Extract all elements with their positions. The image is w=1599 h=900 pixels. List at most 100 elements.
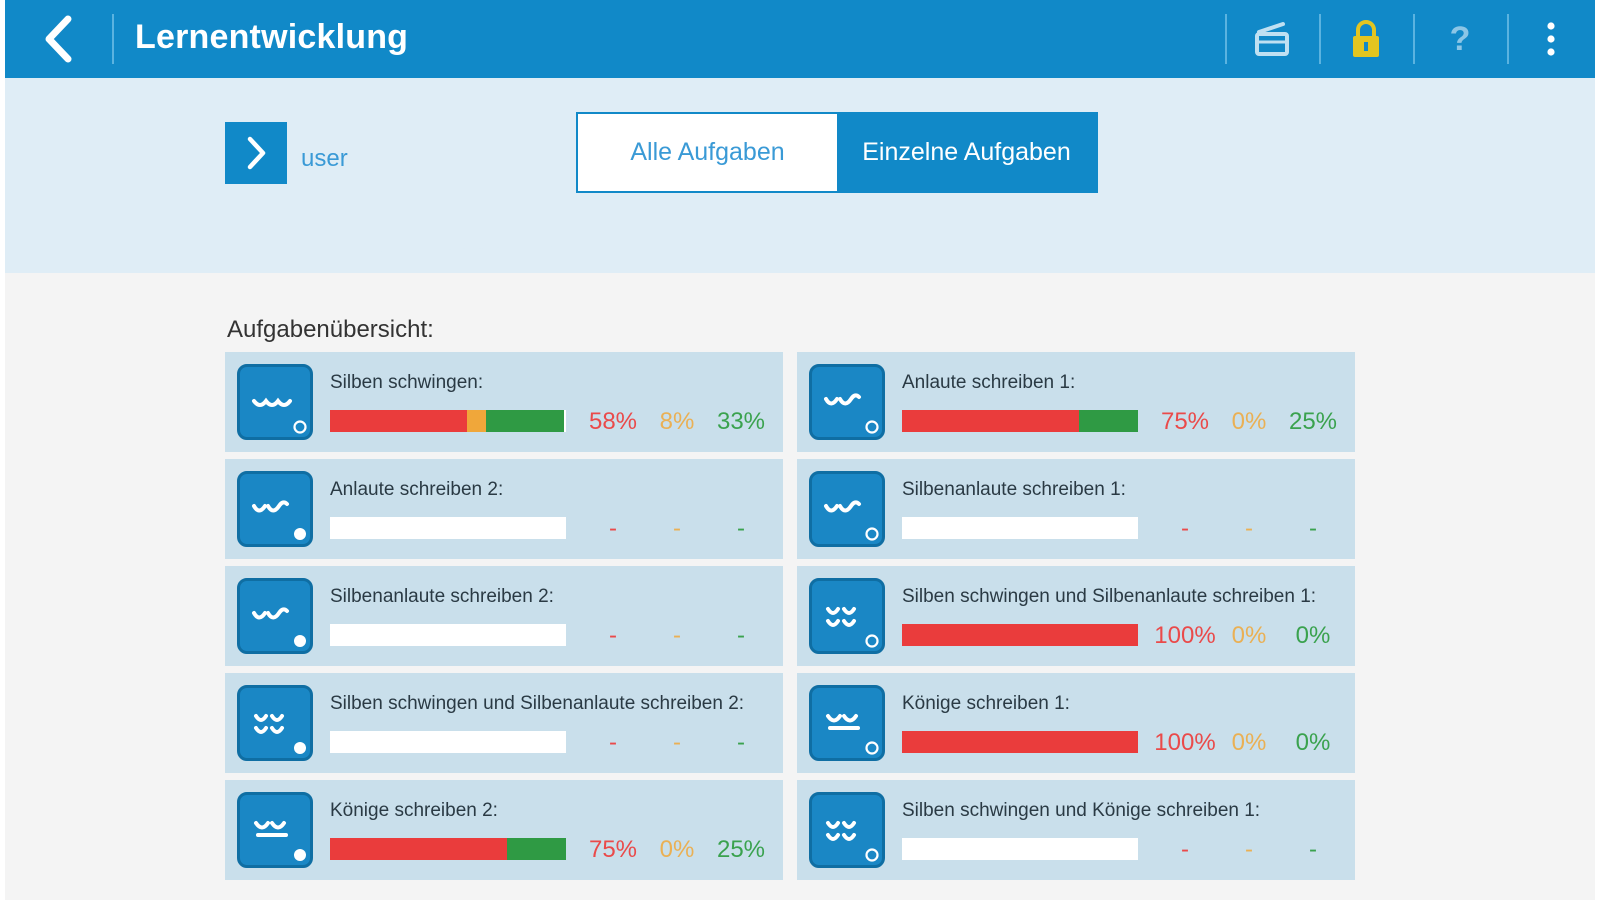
task-card[interactable]: Könige schreiben 2: 75% 0% 25% — [225, 780, 783, 880]
exercise-icon — [809, 364, 885, 440]
percent-red: - — [1181, 836, 1189, 863]
percent-red: 100% — [1154, 729, 1216, 756]
back-button[interactable] — [31, 12, 85, 66]
progress-segment-yellow — [466, 410, 486, 432]
percent-green: 25% — [1288, 408, 1338, 435]
percent-yellow: - — [673, 515, 681, 542]
task-card[interactable]: Silben schwingen und Könige schreiben 1:… — [797, 780, 1355, 880]
user-name[interactable]: user — [301, 145, 348, 172]
progress-bar — [330, 838, 566, 860]
task-card[interactable]: Silbenanlaute schreiben 1: - - - — [797, 459, 1355, 559]
task-name: Könige schreiben 1: — [902, 693, 1070, 714]
task-name: Anlaute schreiben 1: — [902, 372, 1076, 393]
task-card[interactable]: Silbenanlaute schreiben 2: - - - — [225, 566, 783, 666]
progress-bar — [902, 838, 1138, 860]
task-card[interactable]: Anlaute schreiben 1: 75% 0% 25% — [797, 352, 1355, 452]
percent-red: 100% — [1154, 622, 1216, 649]
task-name: Silbenanlaute schreiben 2: — [330, 586, 554, 607]
tab-all-tasks[interactable]: Alle Aufgaben — [578, 114, 837, 191]
top-app-bar: Lernentwicklung ? — [5, 0, 1595, 78]
header-wave — [5, 230, 1595, 273]
progress-bar — [330, 624, 566, 646]
exercise-icon — [237, 364, 313, 440]
percent-green: - — [737, 622, 745, 649]
percent-green: - — [737, 729, 745, 756]
percent-green: 33% — [716, 408, 766, 435]
task-card[interactable]: Könige schreiben 1: 100% 0% 0% — [797, 673, 1355, 773]
percent-yellow: 8% — [659, 408, 695, 435]
task-name: Silbenanlaute schreiben 1: — [902, 479, 1126, 500]
percent-yellow: 0% — [659, 836, 695, 863]
percent-yellow: - — [673, 729, 681, 756]
progress-segment-red — [902, 624, 1138, 646]
task-name: Silben schwingen und Silbenanlaute schre… — [902, 586, 1317, 607]
percent-red: - — [609, 729, 617, 756]
progress-segment-red — [902, 731, 1138, 753]
exercise-icon — [809, 471, 885, 547]
scene-board-icon — [1255, 22, 1289, 56]
exercise-icon — [809, 792, 885, 868]
task-name: Anlaute schreiben 2: — [330, 479, 504, 500]
percent-red: - — [1181, 515, 1189, 542]
task-card[interactable]: Anlaute schreiben 2: - - - — [225, 459, 783, 559]
task-card[interactable]: Silben schwingen und Silbenanlaute schre… — [797, 566, 1355, 666]
more-vertical-icon — [1547, 22, 1555, 56]
exercise-icon — [809, 685, 885, 761]
percent-yellow: 0% — [1231, 408, 1267, 435]
task-name: Silben schwingen: — [330, 372, 484, 393]
progress-bar — [902, 731, 1138, 753]
task-card[interactable]: Silben schwingen: 58% 8% 33% — [225, 352, 783, 452]
percent-green: 0% — [1295, 622, 1331, 649]
exercise-icon — [237, 471, 313, 547]
scene-board-button[interactable] — [1225, 0, 1319, 78]
progress-segment-green — [1079, 410, 1138, 432]
percent-yellow: 0% — [1231, 729, 1267, 756]
percent-green: - — [737, 515, 745, 542]
lock-icon — [1353, 20, 1379, 57]
task-card[interactable]: Silben schwingen und Silbenanlaute schre… — [225, 673, 783, 773]
percent-green: 0% — [1295, 729, 1331, 756]
app-screen: Lernentwicklung ? — [5, 0, 1595, 900]
task-name: Silben schwingen und Könige schreiben 1: — [902, 800, 1261, 821]
toolbar-actions: ? — [1225, 0, 1595, 78]
progress-bar — [330, 517, 566, 539]
percent-red: - — [609, 622, 617, 649]
task-name: Silben schwingen und Silbenanlaute schre… — [330, 693, 745, 714]
exercise-icon — [237, 685, 313, 761]
progress-segment-red — [330, 838, 507, 860]
overview-title: Aufgabenübersicht: — [227, 316, 434, 343]
exercise-icon — [809, 578, 885, 654]
user-expand-button[interactable] — [225, 122, 287, 184]
task-name: Könige schreiben 2: — [330, 800, 498, 821]
progress-bar — [330, 731, 566, 753]
progress-bar — [902, 410, 1138, 432]
percent-green: - — [1309, 836, 1317, 863]
percent-yellow: - — [1245, 836, 1253, 863]
exercise-icon — [237, 578, 313, 654]
lock-button[interactable] — [1319, 0, 1413, 78]
percent-yellow: - — [1245, 515, 1253, 542]
progress-segment-red — [330, 410, 467, 432]
title-divider — [112, 14, 114, 64]
help-icon: ? — [1449, 19, 1471, 58]
more-options-button[interactable] — [1507, 0, 1595, 78]
progress-bar — [902, 517, 1138, 539]
progress-segment-green — [485, 410, 564, 432]
page-title: Lernentwicklung — [135, 18, 409, 56]
percent-yellow: - — [673, 622, 681, 649]
help-button[interactable]: ? — [1413, 0, 1507, 78]
progress-segment-green — [507, 838, 566, 860]
progress-segment-red — [902, 410, 1079, 432]
percent-red: 58% — [588, 408, 638, 435]
progress-bar — [330, 410, 566, 432]
task-grid: Silben schwingen: 58% 8% 33% Anlaute schreib… — [225, 352, 1355, 880]
exercise-icon — [237, 792, 313, 868]
percent-green: - — [1309, 515, 1317, 542]
tab-single-tasks[interactable]: Einzelne Aufgaben — [837, 114, 1096, 191]
percent-yellow: 0% — [1231, 622, 1267, 649]
progress-bar — [902, 624, 1138, 646]
percent-red: - — [609, 515, 617, 542]
chevron-left-icon — [45, 15, 72, 63]
task-view-toggle: Alle Aufgaben Einzelne Aufgaben — [576, 112, 1098, 193]
chevron-right-icon — [247, 136, 266, 170]
